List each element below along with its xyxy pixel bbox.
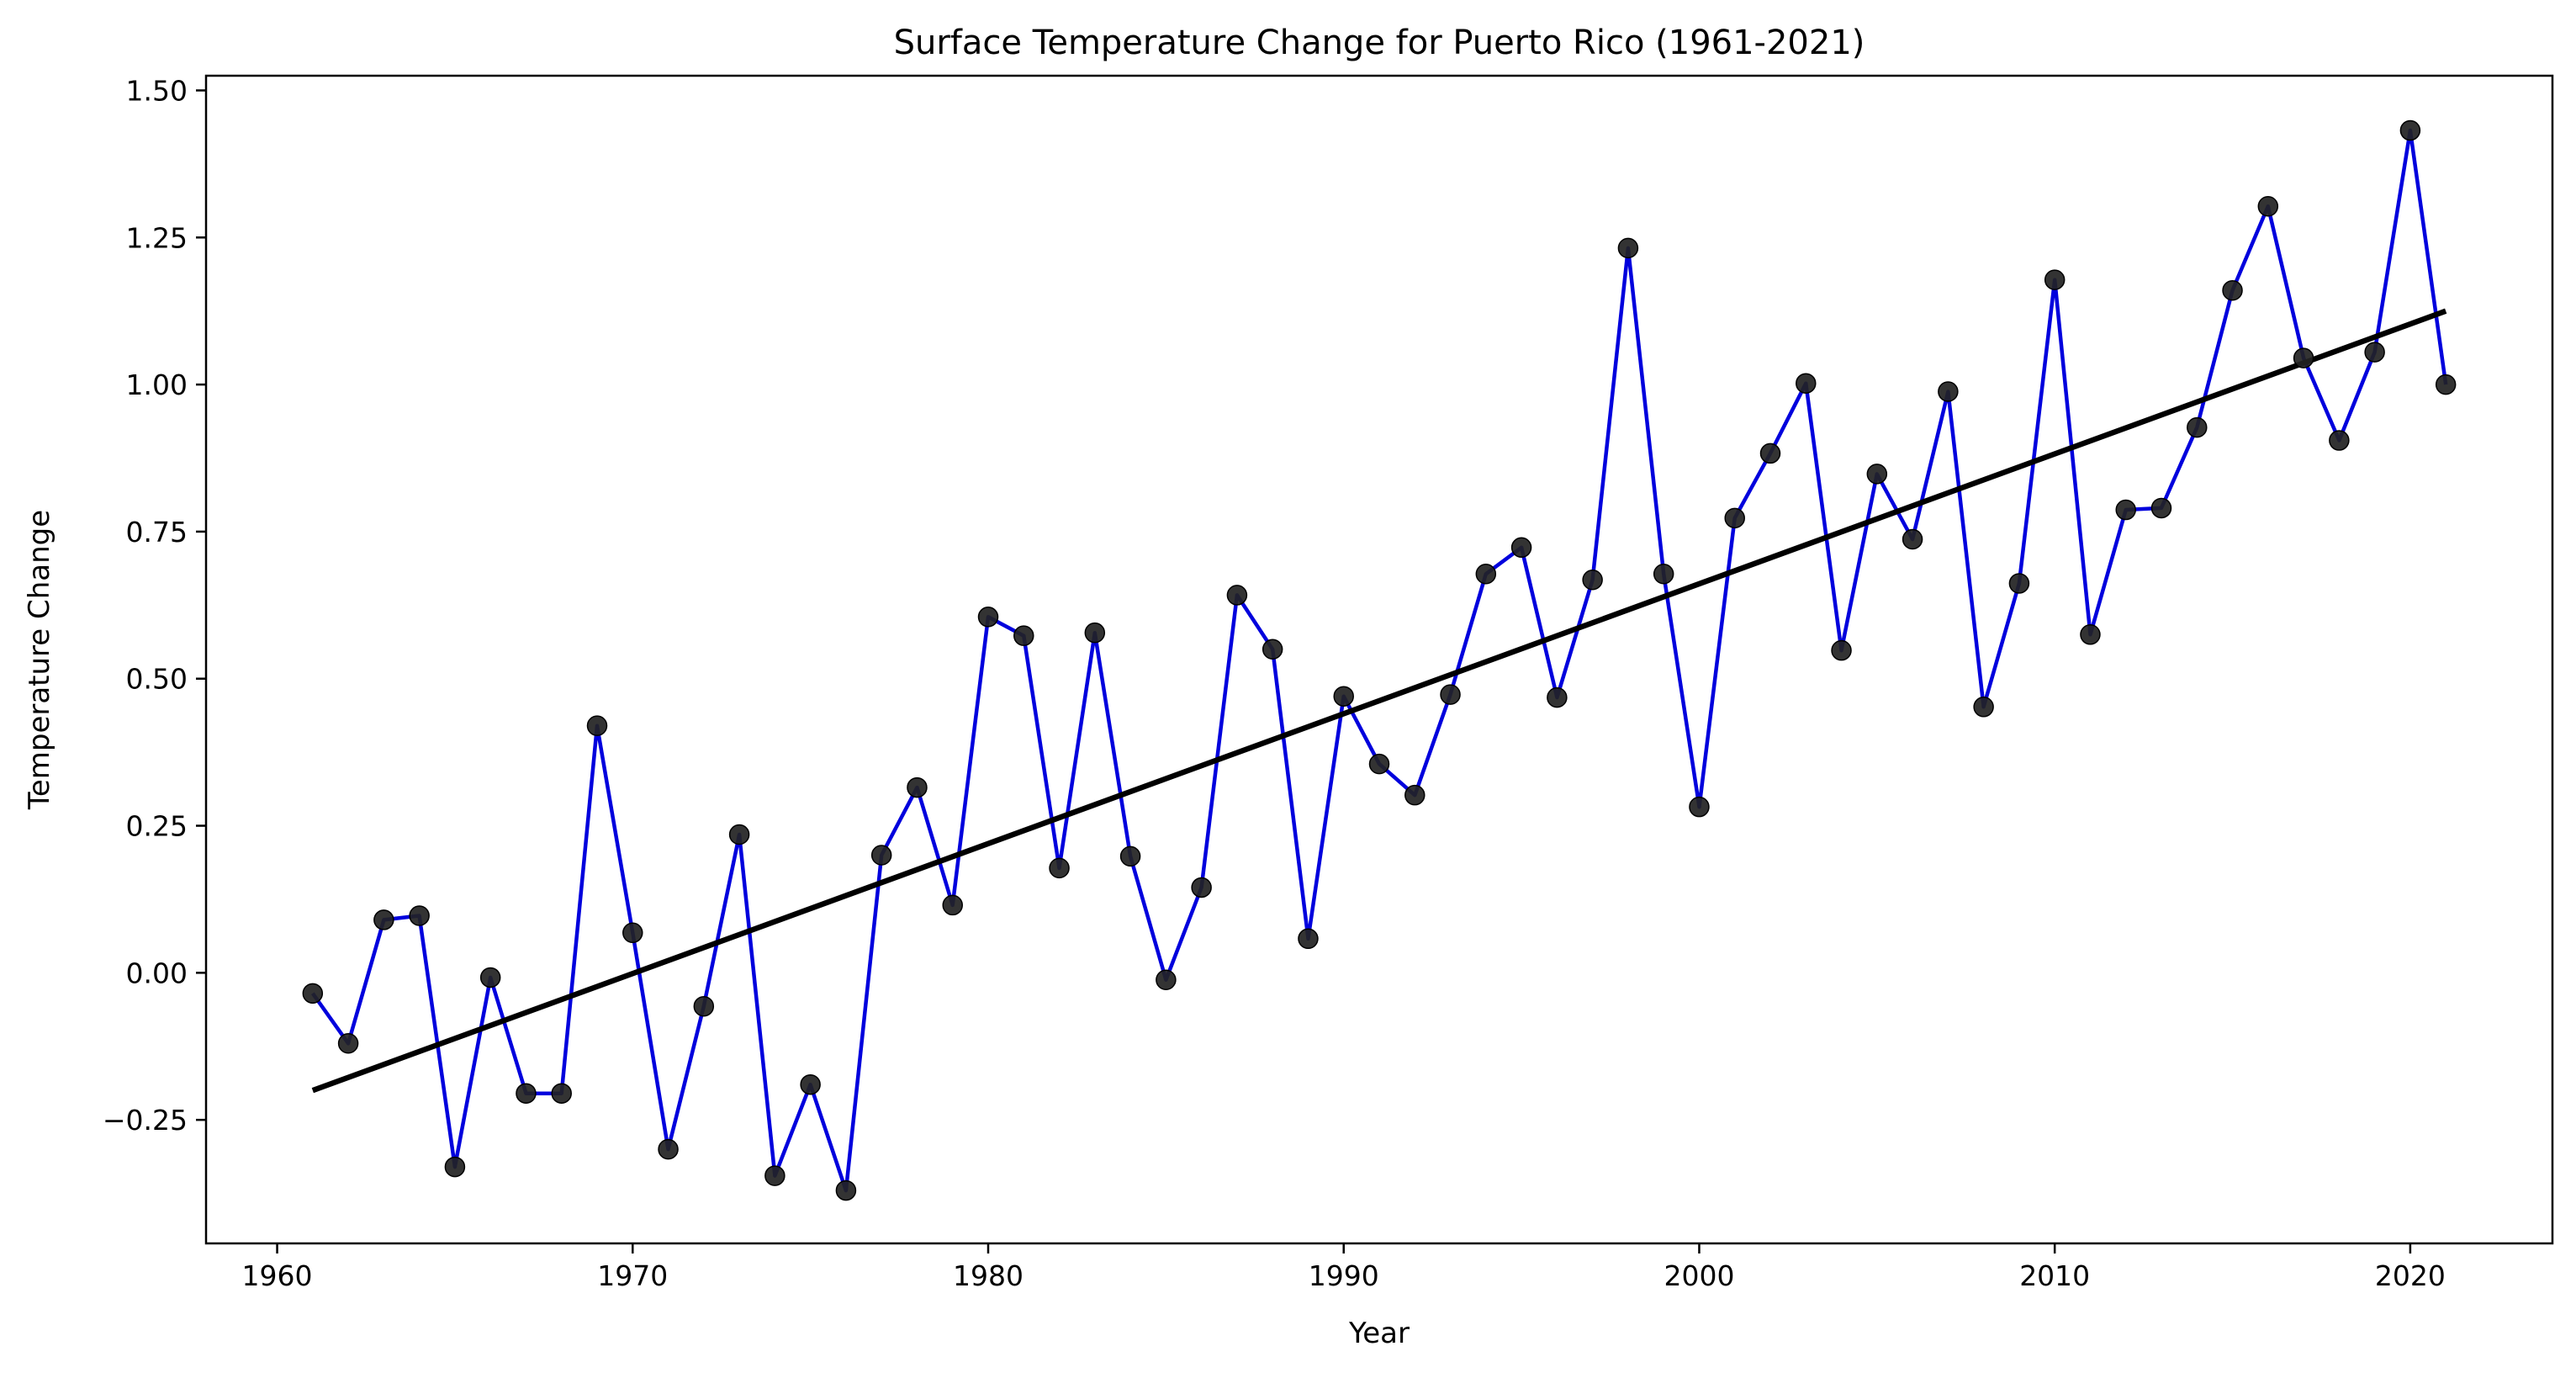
data-point — [977, 607, 999, 628]
x-tick-label: 1970 — [597, 1259, 668, 1292]
data-point — [1689, 796, 1710, 818]
data-point — [1547, 686, 1568, 708]
data-point — [907, 776, 928, 798]
data-point — [409, 905, 430, 926]
data-point — [1119, 845, 1141, 867]
data-point — [1759, 443, 1781, 464]
data-point — [1262, 639, 1283, 660]
data-point — [373, 909, 394, 930]
data-point — [1796, 373, 1817, 394]
data-point — [2044, 269, 2066, 290]
data-point — [551, 1083, 572, 1104]
x-tick-label: 2000 — [1664, 1259, 1734, 1292]
x-tick-label: 1960 — [242, 1259, 313, 1292]
x-axis-label: Year — [1348, 1317, 1410, 1350]
trend-line — [311, 308, 2447, 1094]
data-point — [1156, 969, 1177, 990]
y-tick-label: 1.50 — [126, 74, 188, 107]
data-point — [2187, 416, 2208, 438]
data-point — [1973, 697, 1994, 718]
data-point — [586, 715, 608, 736]
data-point — [800, 1073, 821, 1095]
data-point — [693, 995, 715, 1017]
data-point — [1510, 537, 1532, 559]
data-point — [728, 824, 750, 845]
x-tick-label: 2020 — [2375, 1259, 2446, 1292]
data-point — [1226, 585, 1248, 606]
data-point — [835, 1179, 857, 1201]
data-point — [870, 845, 892, 866]
x-tick-label: 1980 — [953, 1259, 1024, 1292]
data-point — [942, 894, 963, 916]
data-point — [2257, 195, 2279, 217]
y-tick-label: −0.25 — [103, 1104, 188, 1137]
chart-title: Surface Temperature Change for Puerto Ri… — [894, 24, 1865, 62]
x-tick-label: 1990 — [1309, 1259, 1379, 1292]
data-point — [1866, 464, 1888, 485]
data-point — [2364, 342, 2385, 363]
data-point — [2150, 497, 2172, 519]
y-tick-label: 1.00 — [126, 368, 188, 401]
data-point — [1831, 639, 1852, 661]
data-point — [764, 1165, 785, 1186]
data-point — [1404, 784, 1426, 806]
data-point — [1440, 684, 1461, 705]
data-point — [1653, 564, 1674, 585]
data-point — [479, 967, 501, 988]
data-point — [1617, 237, 1639, 259]
x-tick-label: 2010 — [2019, 1259, 2090, 1292]
data-point — [302, 983, 324, 1004]
y-tick-label: 0.50 — [126, 663, 188, 696]
data-point — [1475, 564, 1497, 585]
data-point — [622, 922, 643, 944]
data-point — [516, 1083, 537, 1104]
data-point — [1582, 570, 1603, 591]
data-point — [1084, 622, 1106, 644]
data-point — [1938, 381, 1959, 402]
data-point — [1902, 528, 1923, 550]
data-point — [1724, 507, 1745, 529]
data-point — [1013, 625, 1034, 646]
data-point — [1368, 753, 1390, 775]
data-point — [2008, 573, 2030, 594]
data-point — [2222, 279, 2243, 301]
data-point — [1298, 928, 1319, 950]
data-point — [1191, 877, 1212, 898]
data-point — [2080, 624, 2101, 645]
y-axis-label: Temperature Change — [23, 510, 56, 810]
data-point — [2329, 430, 2350, 451]
data-point — [444, 1156, 466, 1178]
data-point — [2115, 499, 2136, 521]
data-point — [658, 1138, 679, 1160]
data-point — [1049, 857, 1070, 879]
data-point — [2399, 119, 2421, 141]
y-tick-label: 1.25 — [126, 221, 188, 254]
y-tick-label: 0.25 — [126, 810, 188, 843]
data-point — [337, 1033, 359, 1054]
data-point — [2293, 347, 2314, 368]
data-point — [1333, 686, 1354, 707]
plot-frame — [204, 74, 2554, 1245]
y-tick-label: 0.75 — [126, 516, 188, 549]
data-point — [2435, 374, 2457, 395]
y-tick-label: 0.00 — [126, 957, 188, 989]
